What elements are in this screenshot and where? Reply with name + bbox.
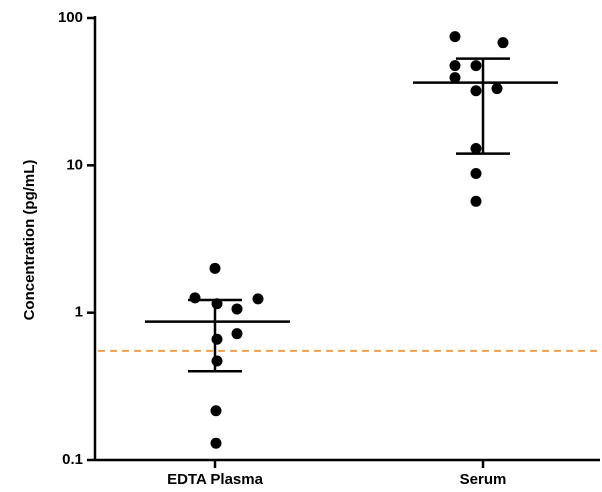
data-point — [231, 328, 243, 340]
data-point — [470, 195, 482, 207]
y-tick-label: 10 — [66, 156, 83, 173]
x-tick-label: EDTA Plasma — [167, 471, 264, 488]
x-tick-label: Serum — [460, 471, 507, 488]
data-point — [470, 143, 482, 155]
data-point — [211, 355, 223, 367]
data-point — [470, 85, 482, 97]
data-point — [252, 293, 264, 305]
data-point — [491, 83, 503, 95]
data-point — [449, 31, 461, 43]
data-point — [231, 303, 243, 315]
y-tick-label: 100 — [58, 9, 83, 26]
data-point — [189, 292, 201, 304]
data-point — [211, 333, 223, 345]
data-point — [470, 168, 482, 180]
data-point — [449, 72, 461, 84]
y-axis-label: Concentration (pg/mL) — [21, 160, 38, 321]
data-point — [209, 262, 221, 274]
data-point — [210, 437, 222, 449]
y-tick-label: 0.1 — [62, 451, 83, 468]
data-point — [210, 405, 222, 417]
data-point — [470, 60, 482, 72]
data-point — [449, 60, 461, 72]
y-tick-label: 1 — [75, 304, 83, 321]
data-point — [497, 37, 509, 49]
